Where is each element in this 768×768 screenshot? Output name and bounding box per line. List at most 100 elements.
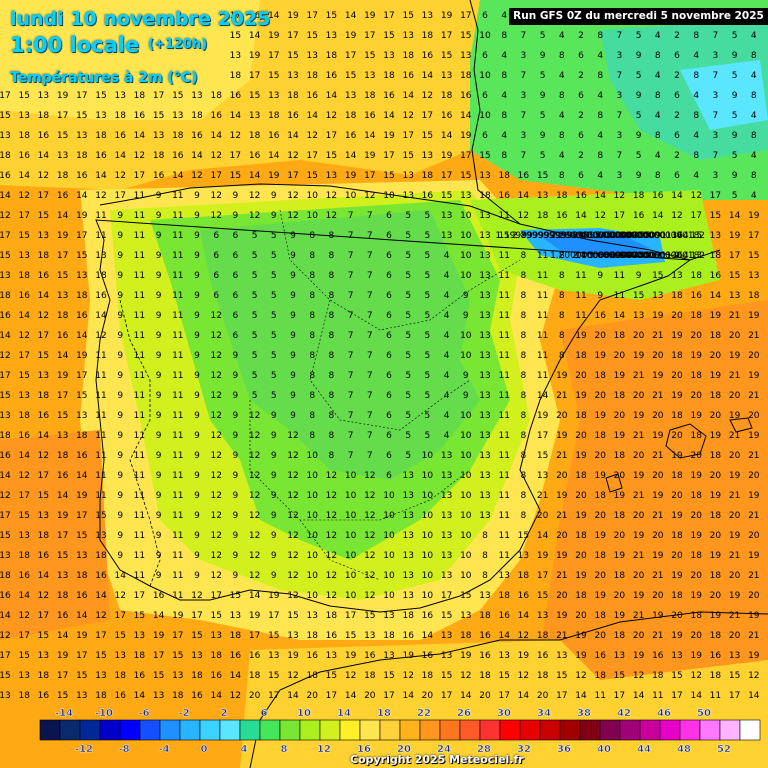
legend-label-top: 22 bbox=[417, 708, 431, 719]
grid-value: 6 bbox=[233, 251, 239, 261]
grid-value: 9 bbox=[732, 91, 738, 101]
grid-value: 11 bbox=[134, 371, 145, 381]
grid-value: 9 bbox=[156, 571, 162, 581]
grid-value: 18 bbox=[326, 51, 338, 61]
grid-value: 9 bbox=[117, 491, 123, 501]
grid-value: 19 bbox=[614, 491, 626, 501]
grid-value: 18 bbox=[38, 111, 50, 121]
grid-value: 19 bbox=[172, 611, 184, 621]
grid-value: 19 bbox=[57, 231, 69, 241]
grid-value: 12 bbox=[326, 491, 337, 501]
grid-value: 11 bbox=[498, 251, 509, 261]
grid-value: 9 bbox=[290, 391, 296, 401]
grid-value: 8 bbox=[559, 131, 565, 141]
grid-value: 1 bbox=[578, 231, 584, 241]
grid-value: 13 bbox=[76, 411, 87, 421]
grid-value: 20 bbox=[671, 491, 683, 501]
grid-value: 17 bbox=[460, 151, 471, 161]
grid-value: 7 bbox=[367, 371, 373, 381]
grid-value: 13 bbox=[326, 171, 337, 181]
grid-value: 17 bbox=[537, 431, 548, 441]
grid-value: 18 bbox=[230, 631, 242, 641]
grid-value: 17 bbox=[690, 211, 701, 221]
grid-value: 4 bbox=[444, 371, 450, 381]
legend-swatch bbox=[679, 719, 701, 741]
grid-value: 15 bbox=[633, 291, 644, 301]
grid-value: 15 bbox=[76, 531, 87, 541]
grid-value: 19 bbox=[76, 631, 88, 641]
grid-value: 9 bbox=[194, 571, 200, 581]
grid-value: 10 bbox=[422, 511, 434, 521]
legend-swatch bbox=[659, 719, 681, 741]
grid-value: 7 bbox=[367, 331, 373, 341]
grid-value: 15 bbox=[326, 11, 337, 21]
grid-value: 20 bbox=[748, 351, 760, 361]
grid-value: 9 bbox=[463, 391, 469, 401]
grid-value: 17 bbox=[210, 171, 221, 181]
grid-value: 17 bbox=[364, 31, 375, 41]
grid-value: 10 bbox=[460, 331, 472, 341]
grid-value: 16 bbox=[498, 611, 510, 621]
grid-value: 5 bbox=[636, 71, 642, 81]
grid-value: 12 bbox=[633, 671, 644, 681]
grid-value: 18 bbox=[422, 31, 434, 41]
legend-label-bottom: 0 bbox=[201, 744, 208, 755]
grid-value: 4 bbox=[444, 271, 450, 281]
grid-value: 16 bbox=[249, 11, 261, 21]
grid-value: 7 bbox=[521, 151, 527, 161]
grid-value: 17 bbox=[76, 231, 87, 241]
grid-value: 21 bbox=[556, 451, 567, 461]
grid-value: 12 bbox=[249, 411, 260, 421]
grid-value: 20 bbox=[690, 631, 702, 641]
grid-value: 14 bbox=[249, 171, 261, 181]
grid-value: 12 bbox=[364, 471, 375, 481]
grid-value: 6 bbox=[386, 471, 392, 481]
grid-value: 19 bbox=[729, 471, 741, 481]
grid-value: 21 bbox=[652, 451, 663, 461]
grid-value: 12 bbox=[345, 671, 356, 681]
grid-value: 16 bbox=[114, 131, 126, 141]
grid-value: 4 bbox=[693, 91, 699, 101]
grid-value: 14 bbox=[18, 311, 30, 321]
grid-value: 11 bbox=[172, 371, 183, 381]
legend-swatch bbox=[219, 719, 241, 741]
grid-value: 12 bbox=[249, 471, 260, 481]
grid-value: 13 bbox=[230, 51, 241, 61]
grid-value: 4 bbox=[559, 71, 565, 81]
grid-value: 19 bbox=[76, 211, 88, 221]
grid-value: 15 bbox=[38, 351, 49, 361]
grid-value: 18 bbox=[710, 631, 722, 641]
grid-value: 18 bbox=[76, 431, 88, 441]
grid-value: 19 bbox=[729, 351, 741, 361]
grid-value: 12 bbox=[748, 671, 759, 681]
grid-value: 17 bbox=[0, 511, 11, 521]
grid-value: 5 bbox=[405, 271, 411, 281]
grid-value: 16 bbox=[422, 191, 434, 201]
grid-value: 13 bbox=[441, 631, 452, 641]
grid-value: 13 bbox=[18, 671, 29, 681]
grid-value: 13 bbox=[479, 451, 490, 461]
legend-label-bottom: 12 bbox=[317, 744, 331, 755]
grid-value: 5 bbox=[540, 111, 546, 121]
grid-value: 5 bbox=[425, 371, 431, 381]
grid-value: 9 bbox=[233, 571, 239, 581]
grid-value: 8 bbox=[521, 291, 527, 301]
grid-value: 14 bbox=[38, 291, 50, 301]
grid-value: 19 bbox=[748, 431, 760, 441]
grid-value: 10 bbox=[345, 571, 357, 581]
grid-value: 13 bbox=[422, 11, 433, 21]
grid-value: 17 bbox=[537, 571, 548, 581]
grid-value: 13 bbox=[479, 391, 490, 401]
grid-value: 14 bbox=[38, 151, 50, 161]
grid-value: 5 bbox=[252, 311, 258, 321]
grid-value: 4 bbox=[751, 31, 757, 41]
grid-value: 18 bbox=[671, 471, 683, 481]
grid-value: 11 bbox=[172, 471, 183, 481]
grid-value: 8 bbox=[559, 351, 565, 361]
grid-value: 18 bbox=[690, 271, 702, 281]
grid-value: 8 bbox=[559, 251, 565, 261]
grid-value: 19 bbox=[710, 371, 722, 381]
grid-value: 16 bbox=[95, 571, 107, 581]
grid-value: 9 bbox=[271, 451, 277, 461]
grid-value: 15 bbox=[210, 611, 221, 621]
